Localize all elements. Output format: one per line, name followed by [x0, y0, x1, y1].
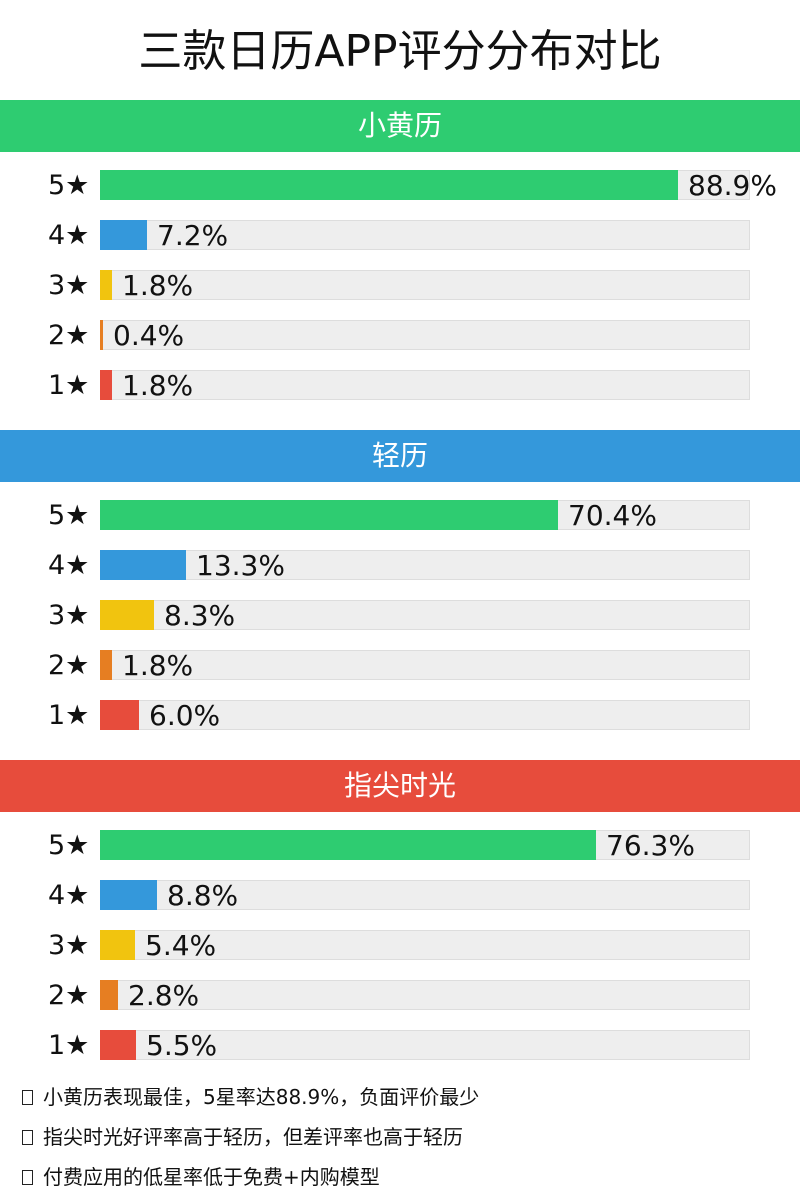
bar-row: 5★ 88.9%: [0, 170, 800, 202]
bar: [100, 370, 112, 400]
bar: [100, 550, 186, 580]
bar-track: [100, 270, 750, 300]
note-item: 指尖时光好评率高于轻历，但差评率也高于轻历: [22, 1120, 782, 1160]
bar: [100, 500, 558, 530]
value-label: 76.3%: [606, 829, 695, 862]
bar-row: 3★ 1.8%: [0, 270, 800, 302]
bar: [100, 170, 678, 200]
page-title: 三款日历APP评分分布对比: [138, 26, 662, 77]
bar-row: 5★ 70.4%: [0, 500, 800, 532]
bar-track: [100, 550, 750, 580]
category-label: 4★: [48, 880, 90, 911]
category-label: 1★: [48, 370, 90, 401]
bar-row: 2★ 0.4%: [0, 320, 800, 352]
note-item: 付费应用的低星率低于免费+内购模型: [22, 1160, 782, 1200]
bar: [100, 220, 147, 250]
value-label: 6.0%: [149, 699, 221, 732]
bar-track: [100, 700, 750, 730]
bar: [100, 650, 112, 680]
value-label: 8.3%: [164, 599, 236, 632]
category-label: 3★: [48, 930, 90, 961]
note-text: 小黄历表现最佳，5星率达88.9%，负面评价最少: [43, 1085, 480, 1109]
bar: [100, 830, 596, 860]
bar-track: [100, 600, 750, 630]
bar-row: 3★ 8.3%: [0, 600, 800, 632]
bar: [100, 700, 139, 730]
value-label: 7.2%: [157, 219, 229, 252]
bar-row: 2★ 2.8%: [0, 980, 800, 1012]
value-label: 13.3%: [196, 549, 285, 582]
category-label: 5★: [48, 830, 90, 861]
bar-row: 1★ 1.8%: [0, 370, 800, 402]
bar-row: 4★ 7.2%: [0, 220, 800, 252]
category-label: 2★: [48, 320, 90, 351]
checkbox-icon: [22, 1170, 33, 1185]
bar: [100, 930, 135, 960]
bar-row: 1★ 6.0%: [0, 700, 800, 732]
category-label: 4★: [48, 220, 90, 251]
bar-row: 4★ 13.3%: [0, 550, 800, 582]
category-label: 5★: [48, 170, 90, 201]
bar-row: 1★ 5.5%: [0, 1030, 800, 1062]
bar-track: [100, 650, 750, 680]
value-label: 1.8%: [122, 269, 194, 302]
section-title: 小黄历: [0, 100, 800, 152]
category-label: 2★: [48, 980, 90, 1011]
chart-section-zhijianshiguang: 指尖时光 5★ 76.3% 4★ 8.8% 3★ 5.4% 2★ 2.8% 1★ 5.5%: [0, 760, 800, 1062]
chart-section-xiaohuangli: 小黄历 5★ 88.9% 4★ 7.2% 3★ 1.8% 2★ 0.4% 1★ 1.8%: [0, 100, 800, 402]
value-label: 0.4%: [113, 319, 185, 352]
bar: [100, 880, 157, 910]
value-label: 1.8%: [122, 649, 194, 682]
category-label: 2★: [48, 650, 90, 681]
value-label: 8.8%: [167, 879, 239, 912]
bar: [100, 980, 118, 1010]
notes-list: 小黄历表现最佳，5星率达88.9%，负面评价最少 指尖时光好评率高于轻历，但差评…: [22, 1080, 782, 1200]
chart-section-qingli: 轻历 5★ 70.4% 4★ 13.3% 3★ 8.3% 2★ 1.8% 1★ 6.0%: [0, 430, 800, 732]
bar: [100, 1030, 136, 1060]
category-label: 1★: [48, 700, 90, 731]
category-label: 3★: [48, 270, 90, 301]
checkbox-icon: [22, 1130, 33, 1145]
bar: [100, 270, 112, 300]
bar: [100, 600, 154, 630]
bar-track: [100, 1030, 750, 1060]
value-label: 5.4%: [145, 929, 217, 962]
bar-track: [100, 370, 750, 400]
bar-row: 4★ 8.8%: [0, 880, 800, 912]
value-label: 5.5%: [146, 1029, 218, 1062]
bar-track: [100, 880, 750, 910]
bar-row: 3★ 5.4%: [0, 930, 800, 962]
bar-track: [100, 930, 750, 960]
category-label: 3★: [48, 600, 90, 631]
bar-row: 5★ 76.3%: [0, 830, 800, 862]
value-label: 2.8%: [128, 979, 200, 1012]
note-text: 付费应用的低星率低于免费+内购模型: [43, 1165, 380, 1189]
value-label: 88.9%: [688, 169, 777, 202]
note-item: 小黄历表现最佳，5星率达88.9%，负面评价最少: [22, 1080, 782, 1120]
bar-track: [100, 220, 750, 250]
note-text: 指尖时光好评率高于轻历，但差评率也高于轻历: [43, 1125, 463, 1149]
bar-track: [100, 320, 750, 350]
category-label: 5★: [48, 500, 90, 531]
section-title: 轻历: [0, 430, 800, 482]
value-label: 1.8%: [122, 369, 194, 402]
bar-row: 2★ 1.8%: [0, 650, 800, 682]
checkbox-icon: [22, 1090, 33, 1105]
section-title: 指尖时光: [0, 760, 800, 812]
value-label: 70.4%: [568, 499, 657, 532]
bar: [100, 320, 103, 350]
bar-track: [100, 980, 750, 1010]
category-label: 4★: [48, 550, 90, 581]
category-label: 1★: [48, 1030, 90, 1061]
